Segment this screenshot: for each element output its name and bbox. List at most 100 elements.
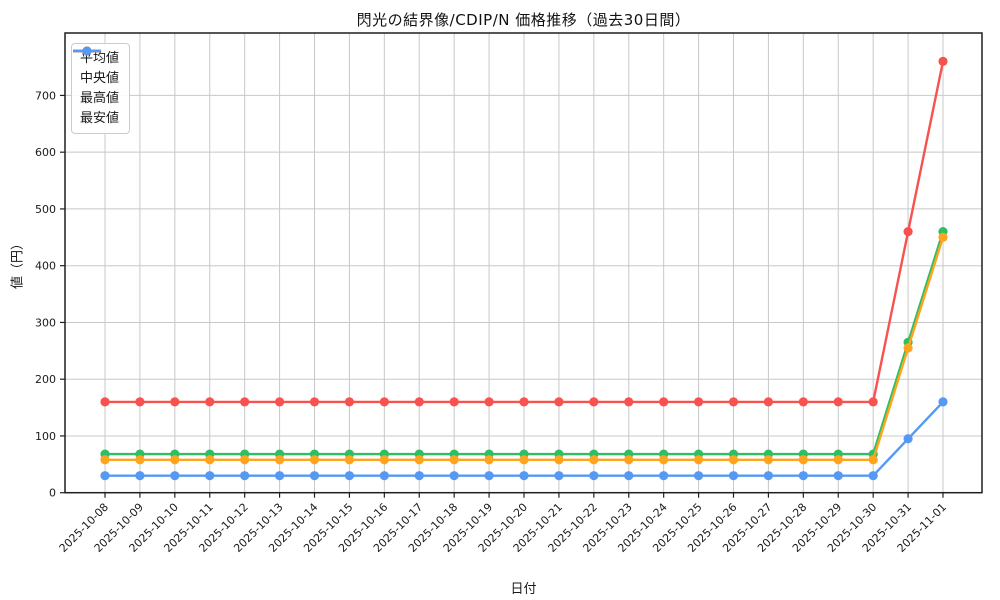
data-point bbox=[135, 471, 145, 481]
data-point bbox=[624, 455, 634, 465]
data-point bbox=[519, 397, 529, 407]
series-最安値 bbox=[100, 397, 948, 481]
data-point bbox=[484, 397, 494, 407]
data-point bbox=[240, 471, 250, 481]
data-point bbox=[344, 471, 355, 481]
data-point bbox=[449, 397, 459, 407]
data-point bbox=[938, 397, 948, 407]
data-point bbox=[135, 455, 145, 465]
data-point bbox=[519, 455, 529, 465]
data-point bbox=[938, 232, 948, 242]
data-point bbox=[903, 343, 913, 353]
data-point bbox=[554, 455, 564, 465]
data-point bbox=[728, 397, 739, 407]
data-point bbox=[309, 455, 320, 465]
data-point bbox=[449, 455, 459, 465]
data-point bbox=[274, 397, 285, 407]
legend-label: 最高値 bbox=[80, 91, 120, 106]
legend-line-marker-icon bbox=[73, 46, 101, 56]
y-tick-label: 300 bbox=[35, 316, 56, 329]
data-point bbox=[484, 455, 494, 465]
data-point bbox=[728, 471, 739, 481]
data-point bbox=[414, 455, 424, 465]
data-point bbox=[135, 397, 145, 407]
data-point bbox=[798, 471, 808, 481]
series-最高値 bbox=[100, 56, 948, 407]
data-point bbox=[170, 471, 180, 481]
data-point bbox=[763, 397, 774, 407]
legend-label: 最安値 bbox=[80, 111, 120, 126]
data-point bbox=[554, 397, 564, 407]
data-point bbox=[624, 397, 634, 407]
data-point bbox=[449, 471, 459, 481]
data-point bbox=[763, 471, 774, 481]
data-point bbox=[868, 471, 878, 481]
data-point bbox=[868, 455, 878, 465]
grid bbox=[65, 33, 982, 494]
data-point bbox=[554, 471, 564, 481]
data-point bbox=[100, 471, 110, 481]
y-tick-label: 700 bbox=[35, 89, 56, 102]
data-point bbox=[205, 471, 215, 481]
data-point bbox=[659, 455, 669, 465]
axis-ticks bbox=[60, 94, 944, 498]
data-point bbox=[624, 471, 634, 481]
data-point bbox=[798, 397, 808, 407]
y-tick-label: 100 bbox=[35, 430, 56, 443]
data-point bbox=[309, 471, 320, 481]
data-point bbox=[763, 455, 774, 465]
data-point bbox=[589, 455, 599, 465]
data-point bbox=[100, 397, 110, 407]
y-tick-label: 200 bbox=[35, 373, 56, 386]
legend-item-最安値: 最安値 bbox=[73, 46, 120, 128]
data-point bbox=[833, 397, 843, 407]
data-point bbox=[205, 397, 215, 407]
data-point bbox=[484, 471, 494, 481]
data-point bbox=[379, 397, 389, 407]
data-point bbox=[379, 455, 389, 465]
data-point bbox=[833, 455, 843, 465]
data-point bbox=[170, 397, 180, 407]
legend-item-中央値: 中央値 bbox=[73, 46, 120, 88]
data-point bbox=[309, 397, 320, 407]
data-point bbox=[693, 455, 704, 465]
data-point bbox=[274, 471, 285, 481]
y-tick-label: 0 bbox=[49, 487, 56, 500]
data-point bbox=[833, 471, 843, 481]
data-point bbox=[274, 455, 285, 465]
data-point bbox=[344, 397, 355, 407]
legend: 平均値中央値最高値最安値 bbox=[71, 43, 131, 134]
data-point bbox=[868, 397, 878, 407]
legend-label: 中央値 bbox=[80, 71, 120, 86]
data-point bbox=[693, 471, 704, 481]
data-point bbox=[659, 397, 669, 407]
data-point bbox=[903, 227, 913, 237]
data-point bbox=[100, 455, 110, 465]
data-point bbox=[414, 471, 424, 481]
data-point bbox=[903, 434, 913, 444]
data-point bbox=[414, 397, 424, 407]
data-point bbox=[344, 455, 355, 465]
data-point bbox=[693, 397, 704, 407]
data-point bbox=[519, 471, 529, 481]
data-point bbox=[240, 397, 250, 407]
data-point bbox=[379, 471, 389, 481]
x-axis-label: 日付 bbox=[510, 582, 537, 597]
data-point bbox=[798, 455, 808, 465]
data-point bbox=[659, 471, 669, 481]
data-point bbox=[205, 455, 215, 465]
y-axis-label: 値（円） bbox=[10, 236, 26, 290]
data-point bbox=[589, 397, 599, 407]
legend-item-最高値: 最高値 bbox=[73, 46, 120, 108]
series-中央値 bbox=[100, 232, 948, 465]
chart-title: 閃光の結界像/CDIP/N 価格推移（過去30日間） bbox=[356, 11, 691, 29]
data-point bbox=[938, 56, 948, 66]
data-point bbox=[240, 455, 250, 465]
y-tick-label: 400 bbox=[35, 260, 56, 273]
y-tick-label: 500 bbox=[35, 203, 56, 216]
legend-label: 平均値 bbox=[80, 51, 120, 66]
data-point bbox=[728, 455, 739, 465]
data-point bbox=[170, 455, 180, 465]
